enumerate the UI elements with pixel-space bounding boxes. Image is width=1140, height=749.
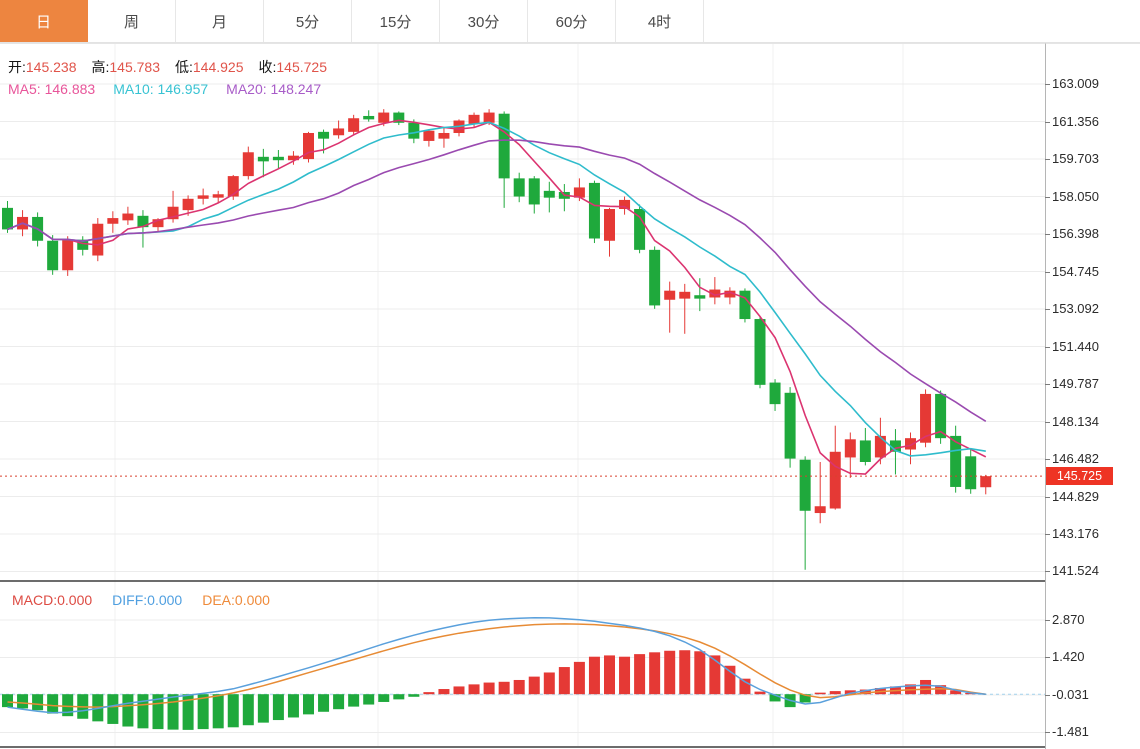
diff-info: DIFF:0.000 bbox=[112, 592, 183, 608]
open-label: 开: bbox=[8, 59, 26, 75]
timeframe-tabbar: 日周月 5分 15分 30分 60分 4时 bbox=[0, 0, 1140, 43]
diff-line bbox=[7, 616, 986, 714]
last-price-badge: 145.725 bbox=[1046, 467, 1113, 486]
tab-60min[interactable]: 60分 bbox=[528, 0, 616, 42]
tab-month[interactable]: 月 bbox=[176, 0, 264, 42]
low-label: 低: bbox=[175, 59, 193, 75]
high-label: 高: bbox=[91, 59, 110, 75]
ma5-info: MA5: 146.883 bbox=[8, 81, 96, 97]
macd-histogram bbox=[2, 650, 977, 730]
dea-line bbox=[7, 623, 986, 708]
tab-4hour[interactable]: 4时 bbox=[616, 0, 704, 42]
tab-day[interactable]: 日 bbox=[0, 0, 88, 42]
ohlc-info-row: 开:145.238 高:145.783 低:144.925 收:145.725 bbox=[8, 57, 342, 77]
dea-info: DEA:0.000 bbox=[202, 592, 270, 608]
ma10-line bbox=[7, 121, 986, 457]
ma20-line bbox=[7, 139, 987, 422]
tab-30min[interactable]: 30分 bbox=[440, 0, 528, 42]
ma10-info: MA10: 146.957 bbox=[113, 81, 209, 97]
tab-15min[interactable]: 15分 bbox=[352, 0, 440, 42]
ma20-info: MA20: 148.247 bbox=[226, 81, 322, 97]
high-value: 145.783 bbox=[109, 59, 160, 75]
tab-5min[interactable]: 5分 bbox=[264, 0, 352, 42]
last-price-value: 145.725 bbox=[1056, 469, 1103, 484]
candles bbox=[2, 109, 992, 570]
macd-info: MACD:0.000 bbox=[12, 592, 93, 608]
ma5-line bbox=[7, 119, 987, 475]
open-value: 145.238 bbox=[25, 59, 77, 75]
close-label: 收: bbox=[258, 59, 277, 75]
low-value: 144.925 bbox=[192, 59, 244, 75]
close-value: 145.725 bbox=[276, 59, 327, 75]
tab-week[interactable]: 周 bbox=[88, 0, 176, 42]
macd-info-row: MACD:0.000 DIFF:0.000 DEA:0.000 bbox=[12, 592, 290, 608]
ma-info-row: MA5: 146.883 MA10: 146.957 MA20: 148.247 bbox=[8, 81, 339, 97]
gridlines bbox=[0, 43, 1140, 746]
